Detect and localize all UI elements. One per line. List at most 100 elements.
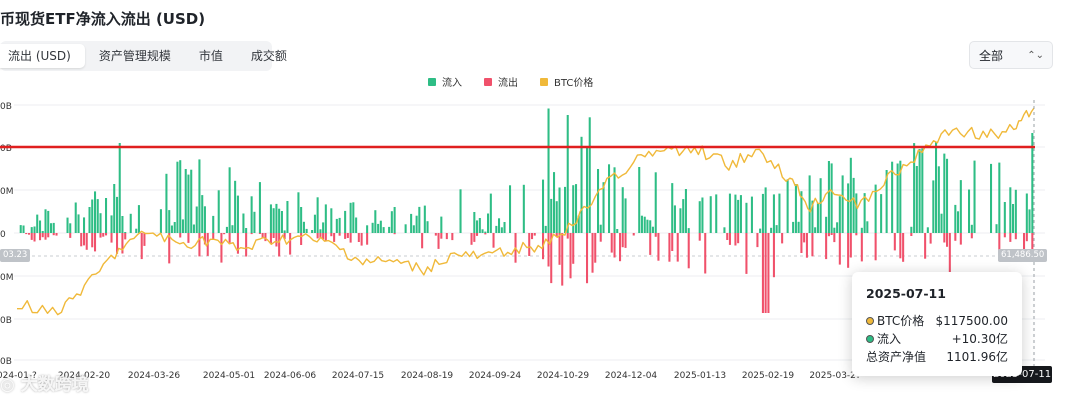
tab-aum[interactable]: 资产管理规模 [98,49,171,63]
inflow-bar [572,185,575,233]
inflow-bar [613,167,616,233]
y-tick-label: 0M [0,273,14,283]
inflow-bar [970,224,973,233]
outflow-bar [772,233,775,278]
outflow-bar [261,233,264,239]
inflow-bar [170,225,173,233]
inflow-bar [374,210,377,233]
inflow-bar [201,195,204,233]
tab-market-cap[interactable]: 市值 [198,49,223,63]
range-select-value: 全部 [979,49,1004,63]
inflow-bar [926,227,929,233]
inflow-bar [1014,189,1017,233]
outflow-bar [811,233,814,257]
outflow-bar [269,233,272,244]
outflow-bar [116,233,119,254]
inflow-bar [1025,193,1028,233]
outflow-bar [698,233,701,241]
inflow-bar [410,213,413,233]
outflow-bar [52,233,55,236]
outflow-bar [874,233,877,261]
inflow-bar [297,192,300,233]
inflow-bar [896,163,899,233]
inflow-bar [379,220,382,233]
watermark-logo: ◎ 大数跨境 [0,375,89,395]
outflow-bar [30,233,33,240]
outflow-bar [349,233,352,243]
y-tick-label: 0B [0,144,12,154]
inflow-bar [236,195,239,233]
inflow-bar [39,220,42,233]
outflow-bar [212,233,215,240]
outflow-bar [105,233,108,236]
inflow-bar [352,202,355,233]
inflow-bar [503,222,506,233]
outflow-bar [283,233,286,240]
inflow-bar [509,185,512,233]
inflow-bar [498,218,501,233]
inflow-bar [91,199,94,233]
inflow-bar [69,223,72,233]
outflow-bar [558,233,561,265]
inflow-bar [1028,209,1031,233]
outflow-bar [849,233,852,258]
inflow-bar [41,231,44,233]
inflow-bar [575,184,578,233]
outflow-bar [476,233,479,236]
inflow-bar [819,178,822,233]
outflow-bar [346,233,349,238]
outflow-bar [1025,233,1028,242]
outflow-bar [470,233,473,245]
inflow-bar [168,210,171,233]
inflow-bar [302,221,305,233]
outflow-bar [1031,233,1034,253]
outflow-bar [737,233,740,244]
inflow-bar [66,217,69,233]
inflow-bar [808,175,811,233]
inflow-bar [679,208,682,233]
outflow-bar [728,233,731,245]
inflow-bar [995,224,998,233]
inflow-bar [918,149,921,233]
outflow-bar [198,233,201,257]
outflow-bar [624,233,627,248]
inflow-bar [833,227,836,233]
outflow-bar [1003,233,1006,238]
inflow-bar [74,202,77,233]
inflow-bar [36,214,39,233]
inflow-bar [687,228,690,233]
inflow-bar [355,217,358,233]
inflow-bar [654,172,657,233]
inflow-bar [377,223,380,233]
inflow-bar [305,228,308,233]
outflow-bar [319,233,322,238]
tooltip-row-inflow: 流入 +10.30亿 [866,330,1008,348]
inflow-bar [212,215,215,233]
tooltip-date: 2025-07-11 [866,286,946,301]
inflow-bar [550,198,553,233]
tab-flow[interactable]: 流出 (USD) [0,44,85,68]
outflow-bar [827,233,830,237]
legend-label: 流出 [498,76,518,89]
inflow-bar [137,205,140,233]
inflow-bar [412,225,415,233]
inflow-bar [135,228,138,233]
outflow-bar [245,233,248,257]
price-axis-badge-right: 61,486.50 [998,249,1048,262]
outflow-bar [437,233,440,249]
outflow-bar [531,233,534,240]
range-select[interactable]: 全部 ⌃⌄ [969,41,1053,69]
inflow-bar [649,220,652,233]
outflow-bar [610,233,613,253]
inflow-bar [580,136,583,233]
x-tick-label: 2024-06-06 [264,371,317,381]
inflow-bar [998,162,1001,233]
inflow-bar [761,193,764,233]
inflow-bar [173,222,176,233]
outflow-bar [805,233,808,258]
inflow-bar [121,216,124,233]
tab-volume[interactable]: 成交额 [250,49,287,63]
outflow-bar [619,233,622,262]
inflow-bar [275,203,278,233]
inflow-bar [682,199,685,233]
